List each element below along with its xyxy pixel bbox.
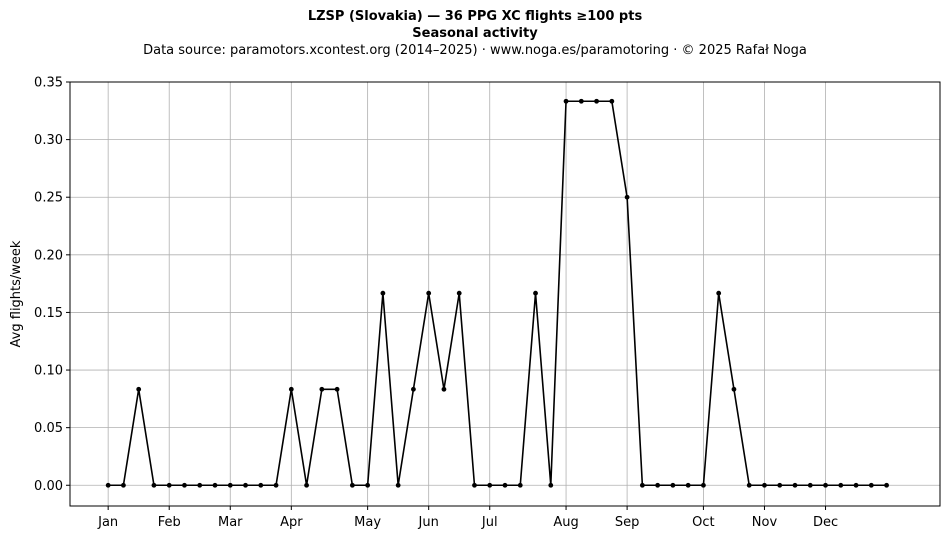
data-point (349, 482, 355, 488)
x-tick-label: Aug (553, 515, 578, 530)
y-axis-ticks: 0.00 0.05 0.10 0.15 0.20 0.25 0.30 0.35 (34, 76, 70, 494)
data-point (243, 482, 248, 488)
data-point (288, 386, 294, 392)
data-point (639, 482, 645, 488)
y-tick-label: 0.35 (34, 76, 63, 91)
y-tick-label: 0.05 (34, 421, 63, 436)
y-tick-label: 0.15 (34, 306, 63, 321)
data-point (624, 194, 630, 200)
data-series (105, 98, 889, 488)
x-tick-label: Oct (692, 515, 714, 530)
data-point (411, 386, 416, 392)
data-point (426, 290, 432, 296)
data-point (441, 386, 447, 392)
x-tick-label: Apr (280, 515, 303, 530)
data-point (685, 482, 691, 488)
data-point (502, 482, 508, 488)
x-tick-label: May (354, 515, 381, 530)
data-point (227, 482, 233, 488)
data-point (304, 482, 309, 488)
data-point (319, 386, 325, 392)
data-point (487, 482, 493, 488)
y-tick-label: 0.25 (34, 191, 63, 206)
data-point (746, 482, 752, 488)
grid-lines (70, 81, 940, 506)
data-point (182, 482, 187, 488)
data-point (166, 482, 172, 488)
data-point (395, 482, 401, 488)
x-tick-label: Sep (615, 515, 640, 530)
data-point (594, 98, 599, 104)
data-point (212, 482, 218, 488)
data-point (853, 482, 859, 488)
data-point (456, 290, 462, 296)
data-point (701, 482, 706, 488)
x-axis-ticks: Jan Feb Mar Apr May Jun Jul Aug Sep Oct Nov Dec (97, 506, 838, 530)
data-point (884, 482, 889, 488)
data-point (380, 290, 386, 296)
data-point (609, 98, 615, 104)
y-axis-label: Avg flights/week (9, 240, 24, 347)
series-line (108, 100, 887, 487)
data-point (868, 482, 874, 488)
y-tick-label: 0.00 (34, 479, 63, 494)
data-point (334, 386, 340, 392)
data-point (533, 290, 538, 296)
chart-source-line: Data source: paramotors.xcontest.org (20… (143, 43, 807, 58)
data-point (838, 482, 844, 488)
data-point (777, 482, 783, 488)
data-point (823, 482, 828, 488)
data-point (273, 482, 279, 488)
data-point (563, 98, 569, 104)
chart-subtitle: Seasonal activity (412, 26, 538, 41)
data-point (762, 482, 767, 488)
x-tick-label: Jun (418, 515, 439, 530)
x-tick-label: Jan (97, 515, 118, 530)
chart-title: LZSP (Slovakia) — 36 PPG XC flights ≥100… (307, 9, 643, 24)
x-tick-label: Jul (481, 515, 498, 530)
data-point (151, 482, 157, 488)
data-point (105, 482, 111, 488)
data-point (716, 290, 722, 296)
data-point (472, 482, 477, 488)
plot-frame (69, 81, 941, 507)
x-tick-label: Dec (813, 515, 838, 530)
title-block: LZSP (Slovakia) — 36 PPG XC flights ≥100… (0, 8, 950, 59)
y-tick-label: 0.20 (34, 248, 63, 263)
data-point (121, 482, 126, 488)
data-point (792, 482, 798, 488)
data-point (548, 482, 554, 488)
data-point (365, 482, 371, 488)
data-point (807, 482, 813, 488)
data-point (197, 482, 203, 488)
data-point (578, 98, 584, 104)
data-point (731, 386, 737, 392)
data-point (517, 482, 523, 488)
x-tick-label: Mar (218, 515, 243, 530)
y-tick-label: 0.30 (34, 133, 63, 148)
data-point (136, 386, 142, 392)
y-tick-label: 0.10 (34, 364, 63, 379)
data-point (655, 482, 661, 488)
x-tick-label: Nov (752, 515, 778, 530)
data-point (670, 482, 676, 488)
data-point (258, 482, 264, 488)
x-tick-label: Feb (158, 515, 181, 530)
